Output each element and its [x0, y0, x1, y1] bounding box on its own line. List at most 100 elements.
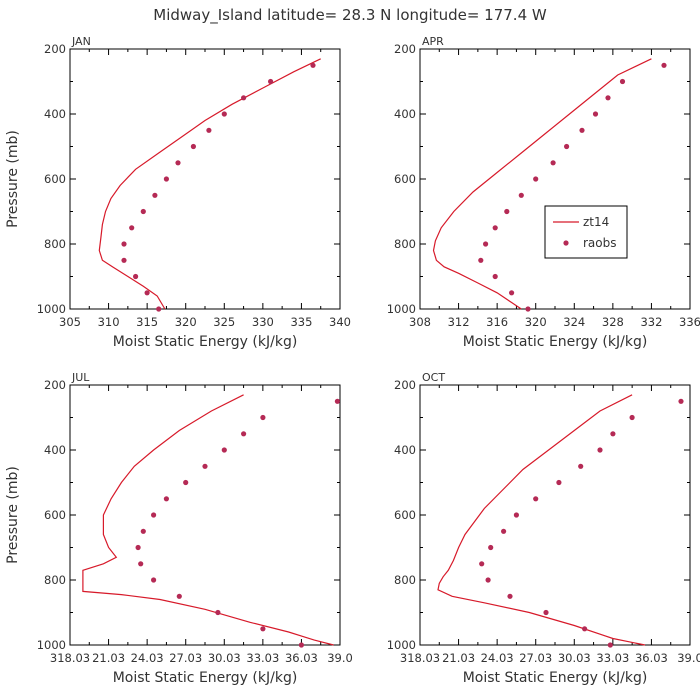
panel-oct-point-raobs [578, 463, 584, 469]
panel-jan-xtick-label: 320 [175, 315, 197, 329]
legend-model-label: zt14 [583, 215, 609, 229]
panel-jan-xtick-label: 330 [252, 315, 274, 329]
panel-oct-point-raobs [513, 512, 520, 518]
panel-oct-point-raobs [533, 496, 539, 502]
panel-jul-xlabel: Moist Static Energy (kJ/kg) [113, 670, 298, 686]
panel-jul-point-raobs [151, 577, 157, 583]
panel-apr-xtick-label: 312 [448, 315, 470, 329]
panel-jan-xlabel: Moist Static Energy (kJ/kg) [113, 334, 298, 350]
panel-jul-point-raobs [298, 642, 304, 648]
panel-jul-frame [69, 384, 341, 646]
panel-apr-xtick-label: 332 [640, 315, 662, 329]
panel-jan-series-zt14 [98, 58, 321, 310]
panel-apr-point-raobs [550, 160, 556, 166]
panel-jan-point-raobs [206, 127, 212, 133]
panel-jul-ytick-label: 600 [44, 508, 66, 522]
panel-jan-point-raobs [163, 176, 169, 182]
panel-jul-xtick-label: 39.0 [327, 651, 353, 665]
panel-apr-xtick-label: 324 [563, 315, 585, 329]
panel-oct-xtick-label: 39.0 [677, 651, 700, 665]
main-title: Midway_Island latitude= 28.3 N longitude… [153, 6, 547, 25]
panel-jul-point-raobs [140, 528, 146, 534]
panel-oct-ytick-label: 600 [394, 508, 416, 522]
legend-obs-label: raobs [583, 236, 617, 250]
panel-jan-label: JAN [71, 35, 91, 48]
panel-jan-xtick-label: 335 [290, 315, 312, 329]
panel-oct-point-raobs [597, 447, 603, 453]
panel-apr-point-raobs [592, 111, 599, 117]
panel-jul-ytick-label: 800 [44, 573, 66, 587]
panel-apr-point-raobs [504, 208, 510, 215]
panel-jan-xtick-label: 325 [213, 315, 235, 329]
legend: zt14 raobs [544, 205, 628, 259]
panel-oct-ytick-label: 400 [394, 443, 416, 457]
panel-jan-xtick-label: 340 [329, 315, 351, 329]
panel-jul-point-raobs [334, 398, 340, 404]
panel-oct-xlabel: Moist Static Energy (kJ/kg) [463, 670, 648, 686]
panel-jan-point-raobs [152, 192, 158, 198]
panel-jul-point-raobs [202, 463, 208, 469]
panel-apr-xtick-label: 320 [525, 315, 547, 329]
panel-apr-point-raobs [605, 95, 611, 101]
panel-jan: JAN 305 310 315 320 325 330 335 340 200 400 600 800 1… [5, 35, 351, 350]
panel-jan-point-raobs [241, 95, 247, 101]
panel-apr-point-raobs [579, 127, 585, 133]
panel-oct-xtick-label: 33.03 [596, 651, 629, 665]
panel-jul-ylabel: Pressure (mb) [5, 466, 21, 564]
panel-jul-xtick-label: 30.03 [208, 651, 241, 665]
panel-jul-xtick-label: 33.03 [246, 651, 279, 665]
panel-jan-point-raobs [221, 111, 227, 117]
panel-jan-point-raobs [175, 160, 181, 166]
panel-oct: OCT 318.03 21.03 24.03 27.03 30.03 33.03 36.03 3… [387, 371, 700, 686]
panel-apr-xtick-label: 316 [486, 315, 508, 329]
panel-jul-ytick-label: 400 [44, 443, 66, 457]
panel-jul-point-raobs [176, 593, 182, 599]
panel-oct-point-raobs [610, 431, 616, 437]
panel-jul-point-raobs [260, 626, 266, 632]
panel-jan-point-raobs [190, 143, 196, 150]
panel-apr: APR 308 312 316 320 324 328 332 336 200 400 600 800 1… [387, 35, 700, 350]
panel-jul: JUL 318.03 21.03 24.03 27.03 30.03 33.03 36.03 3… [5, 371, 353, 686]
panel-apr-label: APR [422, 35, 444, 48]
panel-jul-point-raobs [215, 609, 221, 616]
panel-oct-point-raobs [543, 609, 549, 616]
panel-jan-point-raobs [144, 290, 150, 296]
panel-apr-point-raobs [509, 290, 515, 296]
panel-jul-point-raobs [241, 431, 247, 437]
panel-jul-point-raobs [221, 447, 227, 453]
panel-oct-xtick-label: 30.03 [558, 651, 591, 665]
panel-jul-xtick-label: 36.03 [285, 651, 318, 665]
panel-jul-xtick-label: 318.03 [50, 651, 90, 665]
panel-apr-xtick-label: 336 [679, 315, 700, 329]
panel-oct-point-raobs [607, 642, 613, 648]
panel-oct-series-zt14 [437, 394, 646, 646]
panel-jan-point-raobs [121, 241, 127, 247]
panel-apr-ytick-label: 1000 [387, 302, 416, 316]
panel-jan-ytick-label: 200 [44, 42, 66, 56]
panel-jan-ytick-label: 600 [44, 172, 66, 186]
panel-jul-point-raobs [260, 414, 266, 421]
panel-apr-point-raobs [492, 225, 498, 231]
panel-jul-label: JUL [71, 371, 90, 384]
panel-jul-point-raobs [163, 496, 169, 502]
panel-apr-series-zt14 [432, 58, 652, 310]
panel-oct-xtick-label: 318.03 [400, 651, 440, 665]
panel-jul-point-raobs [138, 561, 144, 567]
panel-oct-frame [419, 384, 691, 646]
panel-jul-xtick-label: 21.03 [92, 651, 125, 665]
panel-jul-point-raobs [151, 512, 157, 518]
panel-apr-point-raobs [492, 273, 498, 280]
panel-apr-ytick-label: 600 [394, 172, 416, 186]
panel-jan-ylabel: Pressure (mb) [5, 130, 21, 228]
panel-jan-xtick-label: 310 [98, 315, 120, 329]
panel-apr-point-raobs [619, 78, 626, 85]
panel-apr-ytick-label: 800 [394, 237, 416, 251]
panel-oct-point-raobs [678, 398, 684, 404]
panel-apr-point-raobs [525, 306, 531, 312]
panel-jan-point-raobs [121, 257, 127, 263]
panel-apr-point-raobs [518, 192, 524, 198]
panel-apr-point-raobs [564, 143, 570, 150]
panel-oct-point-raobs [479, 561, 485, 567]
panel-oct-point-raobs [582, 626, 588, 632]
panel-oct-point-raobs [501, 528, 507, 534]
